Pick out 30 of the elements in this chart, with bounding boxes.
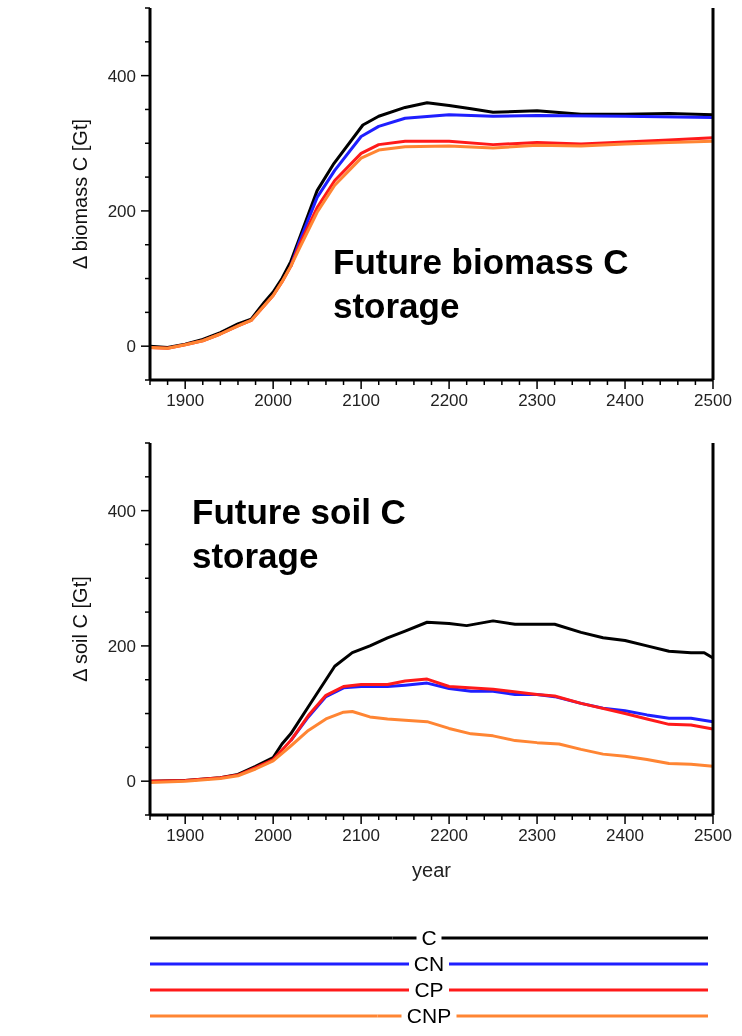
legend-label: CNP	[406, 1004, 452, 1027]
x-tick-label: 2500	[694, 826, 732, 845]
x-tick-label: 2300	[518, 391, 556, 410]
y-axis-title: Δ soil C [Gt]	[69, 576, 92, 682]
x-tick-label: 1900	[166, 391, 205, 410]
y-tick-label: 0	[126, 337, 136, 357]
x-tick-label: 2000	[254, 391, 293, 410]
y-tick-label: 0	[126, 772, 136, 792]
x-tick-label: 2200	[430, 826, 469, 845]
text: Future soil C storage	[192, 491, 407, 577]
x-tick-label: 1900	[166, 826, 205, 845]
x-tick-label: 2000	[254, 826, 293, 845]
y-tick-label: 400	[107, 66, 136, 86]
x-tick-label: 2500	[694, 391, 732, 410]
legend-label: C	[421, 926, 437, 949]
y-tick-label: 200	[107, 636, 136, 656]
y-tick-label: 400	[107, 501, 136, 521]
x-tick-label: 2400	[606, 826, 644, 845]
x-tick-label: 2400	[606, 391, 644, 410]
y-axis-title: Δ biomass C [Gt]	[69, 118, 92, 270]
x-tick-label: 2100	[342, 826, 381, 845]
x-tick-label: 2200	[430, 391, 469, 410]
x-axis-title: year	[412, 859, 452, 881]
legend-label: CP	[414, 978, 444, 1001]
text: Future biomass C storage	[333, 241, 630, 327]
x-tick-label: 2300	[518, 826, 556, 845]
x-tick-label: 2100	[342, 391, 381, 410]
y-tick-label: 200	[107, 201, 136, 221]
legend-label: CN	[413, 952, 445, 975]
line-series	[150, 710, 713, 785]
